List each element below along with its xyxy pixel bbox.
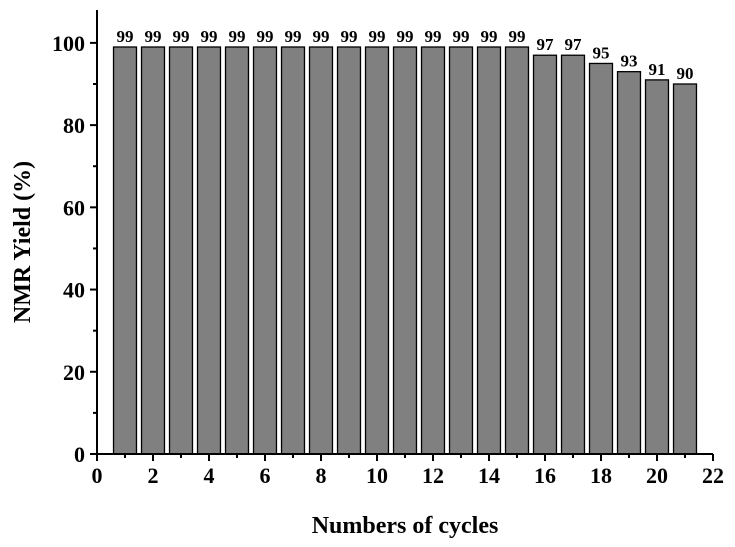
bar-cycle-8 <box>308 46 334 455</box>
x-tick-label: 0 <box>92 463 103 488</box>
data-label-cycle-1: 99 <box>117 27 134 46</box>
bar-cycle-7 <box>280 46 306 455</box>
y-tick-label: 40 <box>63 278 85 303</box>
bar-cycle-16 <box>532 54 558 455</box>
bar-cycle-4 <box>196 46 222 455</box>
data-label-cycle-11: 99 <box>397 27 414 46</box>
data-label-cycle-17: 97 <box>565 35 583 54</box>
bar-cycle-2 <box>140 46 166 455</box>
y-tick-label: 20 <box>63 360 85 385</box>
bar-cycle-10 <box>364 46 390 455</box>
y-tick-label: 100 <box>52 31 85 56</box>
x-tick-label: 4 <box>204 463 215 488</box>
bar-cycle-15 <box>504 46 530 455</box>
bar-cycle-20 <box>644 79 670 455</box>
data-label-cycle-12: 99 <box>425 27 442 46</box>
bar-cycle-1 <box>112 46 138 455</box>
bar-cycle-13 <box>448 46 474 455</box>
x-tick-label: 20 <box>646 463 668 488</box>
y-tick-label: 60 <box>63 195 85 220</box>
data-labels-group: 99 99 99 99 99 99 99 99 99 99 99 99 99 99 99 97 97 95 93 91… <box>117 27 694 83</box>
y-axis-ticks: 0 20 40 60 80 100 <box>52 31 97 467</box>
data-label-cycle-20: 91 <box>649 60 666 79</box>
y-axis-title: NMR Yield (%) <box>10 161 36 323</box>
data-label-cycle-3: 99 <box>173 27 190 46</box>
bar-cycle-17 <box>560 54 586 455</box>
bars-group <box>112 46 698 455</box>
x-tick-label: 14 <box>478 463 500 488</box>
data-label-cycle-19: 93 <box>621 52 638 71</box>
data-label-cycle-18: 95 <box>593 43 610 62</box>
bar-cycle-19 <box>616 71 642 455</box>
data-label-cycle-5: 99 <box>229 27 246 46</box>
y-tick-label: 0 <box>74 442 85 467</box>
x-tick-label: 22 <box>702 463 724 488</box>
x-tick-label: 16 <box>534 463 556 488</box>
data-label-cycle-16: 97 <box>537 35 555 54</box>
bar-cycle-6 <box>252 46 278 455</box>
bar-cycle-9 <box>336 46 362 455</box>
bar-cycle-3 <box>168 46 194 455</box>
bar-cycle-14 <box>476 46 502 455</box>
bar-cycle-18 <box>588 62 614 455</box>
data-label-cycle-7: 99 <box>285 27 302 46</box>
x-axis-title: Numbers of cycles <box>312 513 499 539</box>
data-label-cycle-9: 99 <box>341 27 358 46</box>
data-label-cycle-6: 99 <box>257 27 274 46</box>
x-tick-label: 2 <box>148 463 159 488</box>
y-tick-label: 80 <box>63 113 85 138</box>
x-tick-label: 8 <box>316 463 327 488</box>
x-tick-label: 10 <box>366 463 388 488</box>
data-label-cycle-15: 99 <box>509 27 526 46</box>
x-tick-label: 12 <box>422 463 444 488</box>
x-tick-label: 6 <box>260 463 271 488</box>
bar-cycle-21 <box>672 83 698 455</box>
data-label-cycle-8: 99 <box>313 27 330 46</box>
data-label-cycle-10: 99 <box>369 27 386 46</box>
data-label-cycle-2: 99 <box>145 27 162 46</box>
bar-cycle-12 <box>420 46 446 455</box>
x-axis-ticks: 0 2 4 6 8 10 12 14 16 18 20 22 <box>92 454 724 488</box>
data-label-cycle-4: 99 <box>201 27 218 46</box>
bar-cycle-5 <box>224 46 250 455</box>
data-label-cycle-14: 99 <box>481 27 498 46</box>
bar-cycle-11 <box>392 46 418 455</box>
data-label-cycle-13: 99 <box>453 27 470 46</box>
x-tick-label: 18 <box>590 463 612 488</box>
data-label-cycle-21: 90 <box>677 64 694 83</box>
